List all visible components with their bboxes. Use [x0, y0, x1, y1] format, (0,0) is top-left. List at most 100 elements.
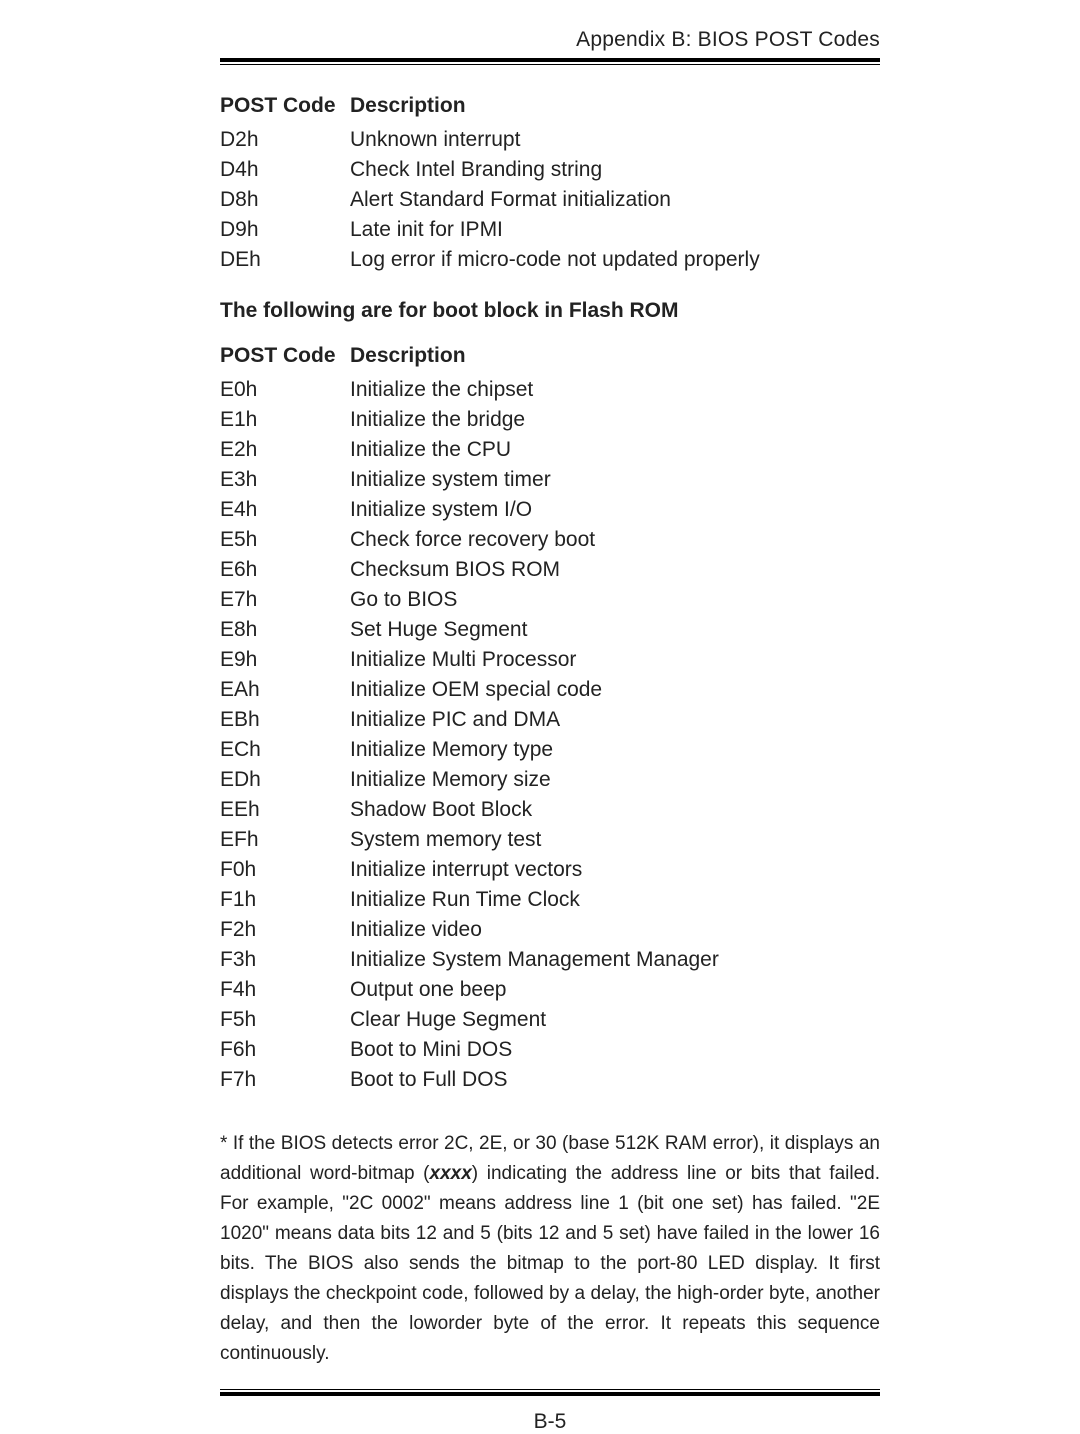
description-cell: Boot to Mini DOS	[350, 1035, 880, 1065]
table-row: E0hInitialize the chipset	[220, 375, 880, 405]
description-cell: Boot to Full DOS	[350, 1065, 880, 1095]
description-cell: Initialize Memory size	[350, 765, 880, 795]
post-code-cell: F2h	[220, 915, 350, 945]
description-cell: Initialize video	[350, 915, 880, 945]
description-cell: System memory test	[350, 825, 880, 855]
post-code-cell: EBh	[220, 705, 350, 735]
table-row: E9hInitialize Multi Processor	[220, 645, 880, 675]
post-code-cell: F0h	[220, 855, 350, 885]
header-rule-thick	[220, 58, 880, 62]
table-body: E0hInitialize the chipsetE1hInitialize t…	[220, 375, 880, 1095]
description-cell: Check force recovery boot	[350, 525, 880, 555]
description-cell: Clear Huge Segment	[350, 1005, 880, 1035]
post-code-table-1: POST Code Description D2hUnknown interru…	[220, 91, 880, 275]
description-cell: Log error if micro-code not updated prop…	[350, 245, 880, 275]
column-header-code: POST Code	[220, 341, 350, 371]
footer-rule-thick	[220, 1392, 880, 1396]
post-code-cell: D4h	[220, 155, 350, 185]
post-code-cell: EFh	[220, 825, 350, 855]
post-code-cell: E6h	[220, 555, 350, 585]
table-row: EEhShadow Boot Block	[220, 795, 880, 825]
table-row: E3hInitialize system timer	[220, 465, 880, 495]
description-cell: Initialize Multi Processor	[350, 645, 880, 675]
description-cell: Output one beep	[350, 975, 880, 1005]
table-row: F1hInitialize Run Time Clock	[220, 885, 880, 915]
table-row: F5hClear Huge Segment	[220, 1005, 880, 1035]
post-code-cell: E7h	[220, 585, 350, 615]
post-code-cell: F6h	[220, 1035, 350, 1065]
post-code-cell: E3h	[220, 465, 350, 495]
post-code-cell: E0h	[220, 375, 350, 405]
post-code-cell: F4h	[220, 975, 350, 1005]
description-cell: Initialize Memory type	[350, 735, 880, 765]
post-code-cell: F1h	[220, 885, 350, 915]
description-cell: Initialize OEM special code	[350, 675, 880, 705]
description-cell: Initialize System Management Manager	[350, 945, 880, 975]
table-row: EChInitialize Memory type	[220, 735, 880, 765]
post-code-cell: DEh	[220, 245, 350, 275]
table-row: F2hInitialize video	[220, 915, 880, 945]
table-row: DEhLog error if micro-code not updated p…	[220, 245, 880, 275]
description-cell: Checksum BIOS ROM	[350, 555, 880, 585]
description-cell: Initialize the chipset	[350, 375, 880, 405]
description-cell: Initialize PIC and DMA	[350, 705, 880, 735]
description-cell: Initialize system timer	[350, 465, 880, 495]
post-code-table-2: POST Code Description E0hInitialize the …	[220, 341, 880, 1095]
description-cell: Initialize interrupt vectors	[350, 855, 880, 885]
table-row: F4hOutput one beep	[220, 975, 880, 1005]
table-row: EBhInitialize PIC and DMA	[220, 705, 880, 735]
table-row: E6hChecksum BIOS ROM	[220, 555, 880, 585]
table-header-row: POST Code Description	[220, 91, 880, 121]
description-cell: Initialize system I/O	[350, 495, 880, 525]
table-row: D8hAlert Standard Format initialization	[220, 185, 880, 215]
post-code-cell: D9h	[220, 215, 350, 245]
post-code-cell: E2h	[220, 435, 350, 465]
table-row: E5hCheck force recovery boot	[220, 525, 880, 555]
table-row: E4hInitialize system I/O	[220, 495, 880, 525]
post-code-cell: E5h	[220, 525, 350, 555]
table-row: EDhInitialize Memory size	[220, 765, 880, 795]
footnote-italic: xxxx	[430, 1163, 472, 1184]
table-row: E1hInitialize the bridge	[220, 405, 880, 435]
footer-rule-thin	[220, 1389, 880, 1390]
description-cell: Go to BIOS	[350, 585, 880, 615]
table-row: F3hInitialize System Management Manager	[220, 945, 880, 975]
post-code-cell: E4h	[220, 495, 350, 525]
post-code-cell: E8h	[220, 615, 350, 645]
table-row: D4hCheck Intel Branding string	[220, 155, 880, 185]
page-header-text: Appendix B: BIOS POST Codes	[220, 28, 880, 52]
column-header-code: POST Code	[220, 91, 350, 121]
table-row: D9hLate init for IPMI	[220, 215, 880, 245]
description-cell: Initialize the bridge	[350, 405, 880, 435]
table-row: D2hUnknown interrupt	[220, 125, 880, 155]
footer-rule-wrap	[220, 1389, 880, 1396]
table-row: EAhInitialize OEM special code	[220, 675, 880, 705]
post-code-cell: D8h	[220, 185, 350, 215]
table-row: F0hInitialize interrupt vectors	[220, 855, 880, 885]
table-row: E7hGo to BIOS	[220, 585, 880, 615]
table-row: F7hBoot to Full DOS	[220, 1065, 880, 1095]
description-cell: Set Huge Segment	[350, 615, 880, 645]
post-code-cell: E9h	[220, 645, 350, 675]
footnote: * If the BIOS detects error 2C, 2E, or 3…	[220, 1129, 880, 1369]
table-header-row: POST Code Description	[220, 341, 880, 371]
description-cell: Shadow Boot Block	[350, 795, 880, 825]
table-row: E2hInitialize the CPU	[220, 435, 880, 465]
post-code-cell: ECh	[220, 735, 350, 765]
page: Appendix B: BIOS POST Codes POST Code De…	[0, 0, 1080, 1397]
description-cell: Unknown interrupt	[350, 125, 880, 155]
post-code-cell: E1h	[220, 405, 350, 435]
page-number: B-5	[220, 1410, 880, 1434]
post-code-cell: EEh	[220, 795, 350, 825]
footnote-text-post: ) indicating the address line or bits th…	[220, 1163, 880, 1364]
column-header-desc: Description	[350, 91, 880, 121]
post-code-cell: D2h	[220, 125, 350, 155]
description-cell: Late init for IPMI	[350, 215, 880, 245]
description-cell: Initialize the CPU	[350, 435, 880, 465]
post-code-cell: F5h	[220, 1005, 350, 1035]
post-code-cell: EAh	[220, 675, 350, 705]
description-cell: Alert Standard Format initialization	[350, 185, 880, 215]
description-cell: Check Intel Branding string	[350, 155, 880, 185]
table-row: EFhSystem memory test	[220, 825, 880, 855]
post-code-cell: EDh	[220, 765, 350, 795]
